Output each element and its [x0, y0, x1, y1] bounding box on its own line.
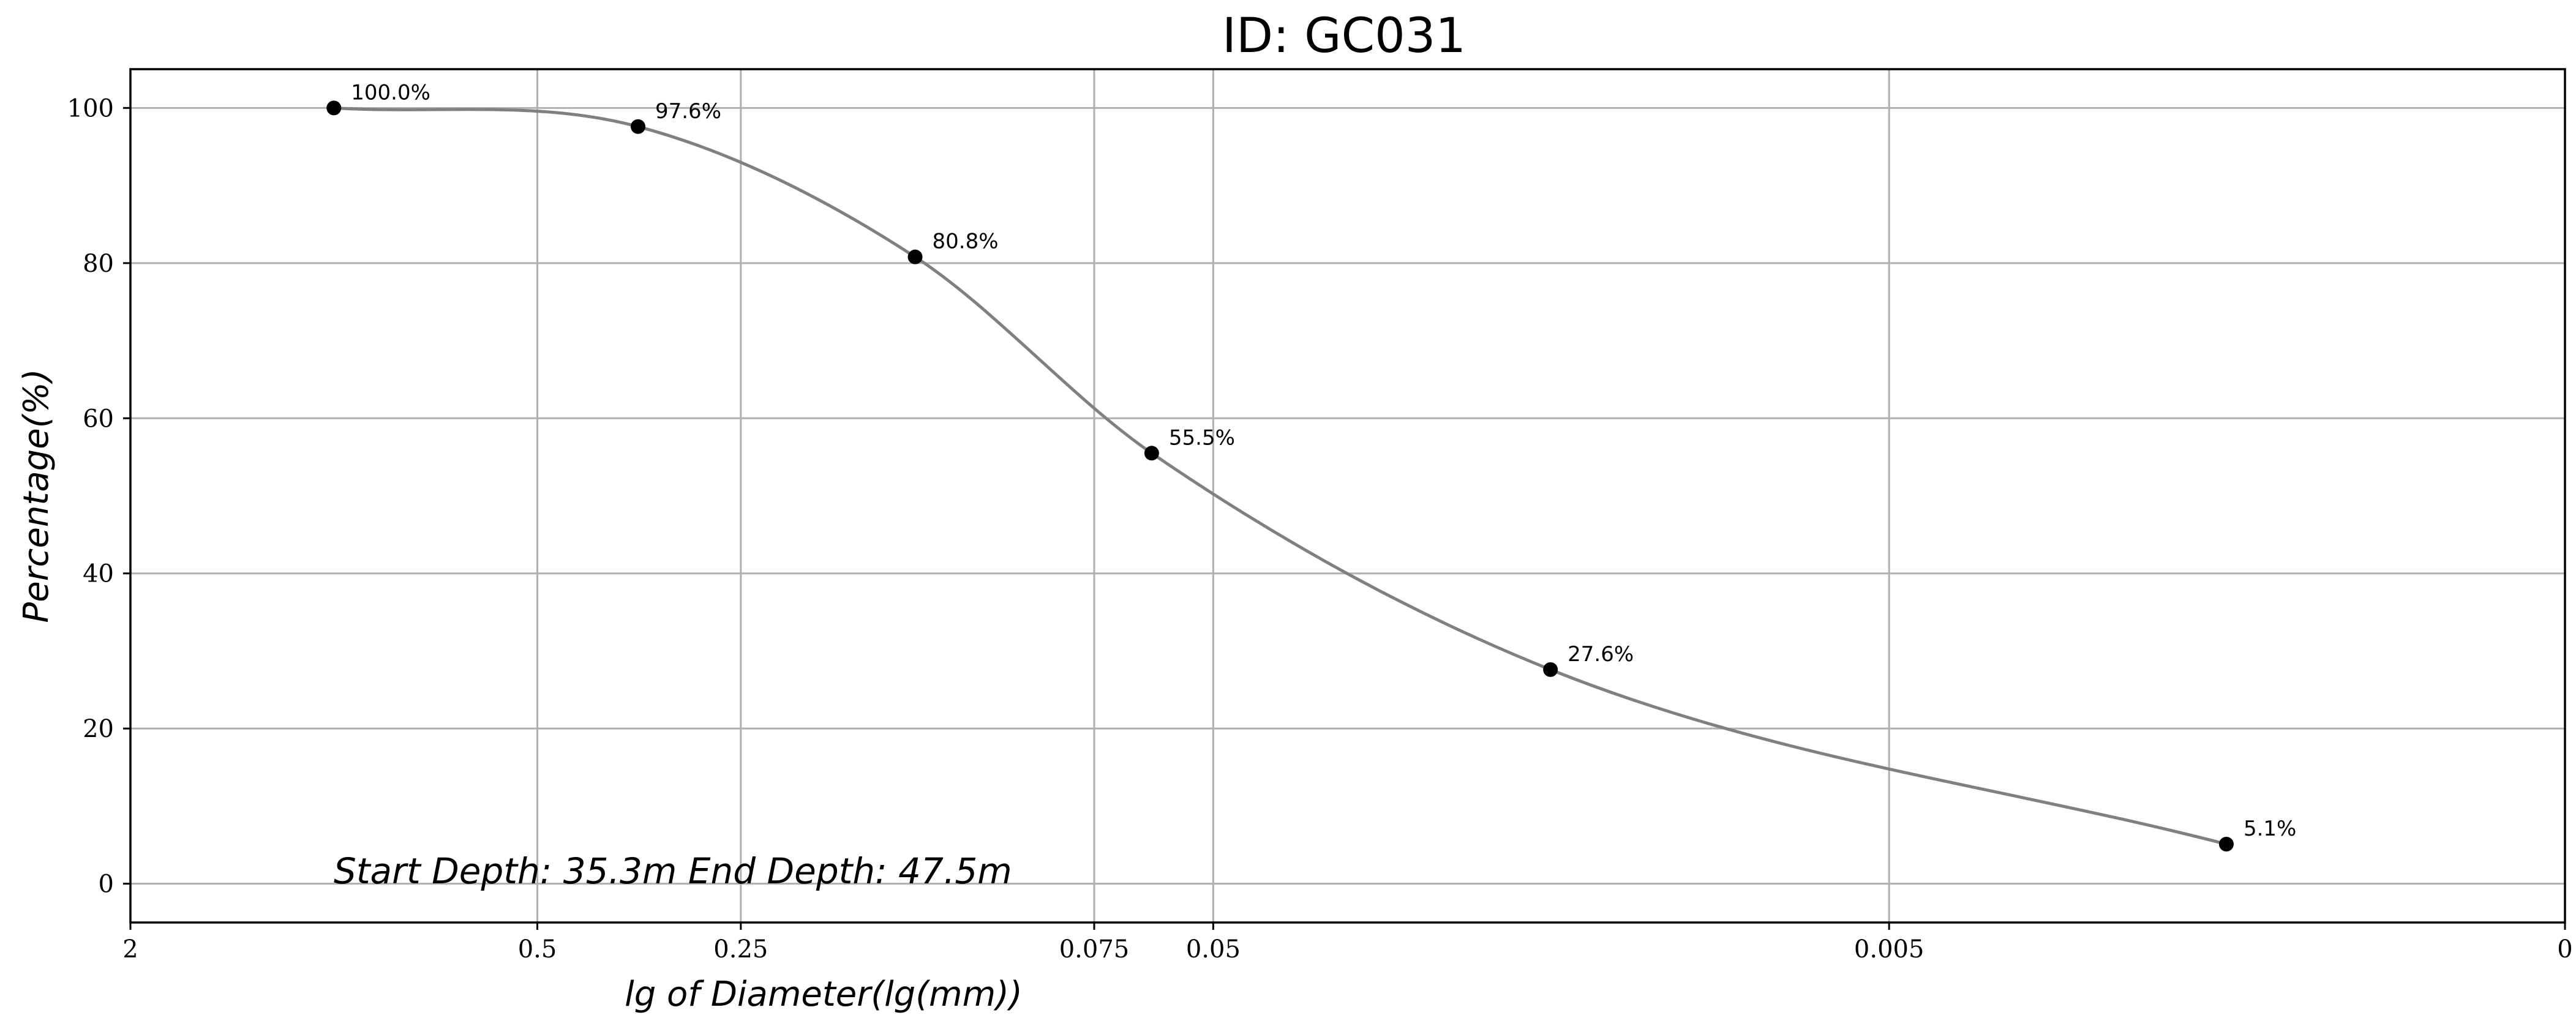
x-tick-label: 0.05 — [1186, 935, 1241, 964]
y-tick-label: 80 — [83, 250, 114, 278]
grid-layer — [130, 69, 2565, 922]
data-label: 97.6% — [655, 99, 721, 124]
y-tick-label: 60 — [83, 405, 114, 433]
x-tick-label: 0.25 — [713, 935, 768, 964]
data-label-layer: 100.0% 97.6% 80.8% 55.5% 27.6% 5.1% — [351, 80, 2296, 841]
x-tick-label: 0.005 — [1854, 935, 1924, 964]
x-axis-label: lg of Diameter(lg(mm)) — [625, 975, 1023, 1014]
data-point — [630, 119, 645, 134]
data-point — [326, 100, 342, 116]
tick-layer: 2 0.5 0.25 0.075 0.05 0.005 0 0 20 40 60 80 100 — [67, 94, 2573, 964]
depth-annotation: Start Depth: 35.3m End Depth: 47.5m — [334, 850, 1012, 892]
data-point — [2218, 837, 2234, 852]
data-point — [907, 249, 923, 264]
y-tick-label: 40 — [83, 560, 114, 588]
chart-title: ID: GC031 — [1222, 9, 1466, 64]
plot-frame — [129, 68, 2566, 924]
y-tick-label: 0 — [99, 870, 114, 899]
x-tick-label: 0.075 — [1059, 935, 1130, 964]
gradation-curve — [334, 106, 2227, 846]
data-point — [1144, 446, 1159, 461]
data-label: 5.1% — [2244, 817, 2296, 841]
data-label: 27.6% — [1568, 642, 1634, 667]
data-label: 55.5% — [1169, 425, 1235, 450]
data-label: 100.0% — [351, 80, 430, 105]
curve-layer — [334, 106, 2227, 846]
point-layer — [326, 100, 2234, 852]
x-tick-label: 2 — [122, 935, 138, 964]
y-tick-label: 100 — [67, 94, 114, 122]
y-axis-label: Percentage(%) — [17, 369, 56, 623]
x-tick-label: 0.5 — [518, 935, 557, 964]
y-tick-label: 20 — [83, 715, 114, 743]
data-point — [1543, 662, 1558, 677]
x-tick-label: 0 — [2557, 935, 2572, 964]
data-label: 80.8% — [933, 230, 999, 254]
